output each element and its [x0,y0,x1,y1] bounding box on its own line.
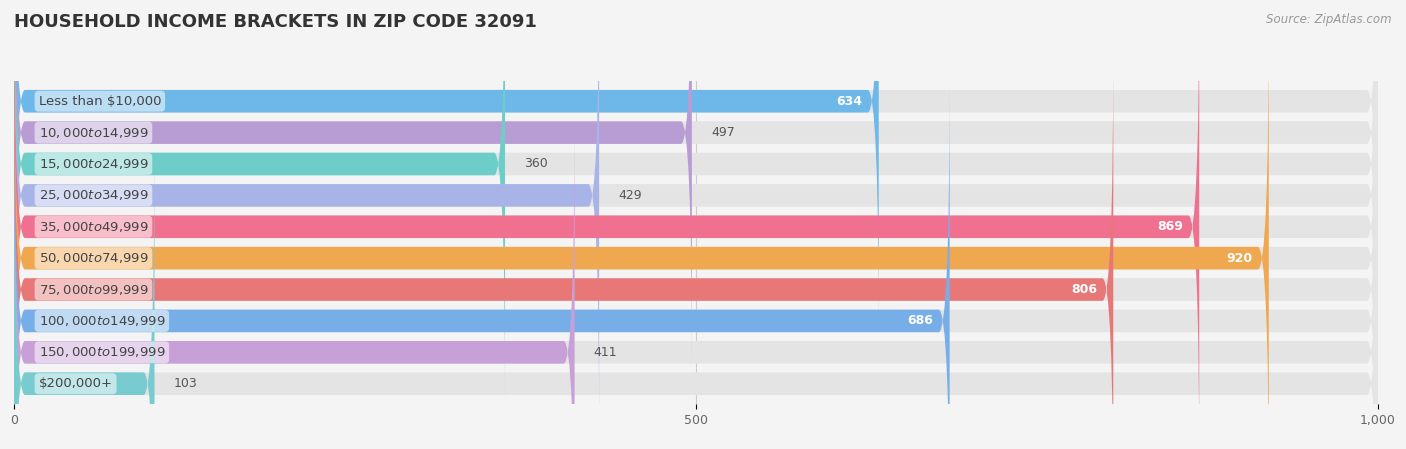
Text: HOUSEHOLD INCOME BRACKETS IN ZIP CODE 32091: HOUSEHOLD INCOME BRACKETS IN ZIP CODE 32… [14,13,537,31]
Text: Source: ZipAtlas.com: Source: ZipAtlas.com [1267,13,1392,26]
FancyBboxPatch shape [14,81,949,449]
Text: $75,000 to $99,999: $75,000 to $99,999 [38,282,148,296]
FancyBboxPatch shape [14,81,1378,449]
Text: $25,000 to $34,999: $25,000 to $34,999 [38,189,148,202]
Text: 411: 411 [593,346,617,359]
FancyBboxPatch shape [14,0,692,372]
FancyBboxPatch shape [14,18,1378,449]
FancyBboxPatch shape [14,0,1378,449]
Text: 920: 920 [1226,251,1253,264]
FancyBboxPatch shape [14,144,1378,449]
Text: $15,000 to $24,999: $15,000 to $24,999 [38,157,148,171]
Text: 869: 869 [1157,220,1182,233]
Text: 497: 497 [711,126,735,139]
FancyBboxPatch shape [14,0,599,435]
Text: 360: 360 [524,158,548,171]
Text: 103: 103 [173,377,197,390]
Text: $150,000 to $199,999: $150,000 to $199,999 [38,345,165,359]
FancyBboxPatch shape [14,0,505,404]
Text: $50,000 to $74,999: $50,000 to $74,999 [38,251,148,265]
FancyBboxPatch shape [14,113,1378,449]
Text: 634: 634 [837,95,862,108]
Text: Less than $10,000: Less than $10,000 [38,95,162,108]
FancyBboxPatch shape [14,113,575,449]
FancyBboxPatch shape [14,0,1378,372]
Text: $35,000 to $49,999: $35,000 to $49,999 [38,220,148,234]
Text: 686: 686 [907,314,934,327]
Text: $200,000+: $200,000+ [38,377,112,390]
FancyBboxPatch shape [14,18,1268,449]
FancyBboxPatch shape [14,0,879,341]
Text: $100,000 to $149,999: $100,000 to $149,999 [38,314,165,328]
FancyBboxPatch shape [14,0,1378,341]
FancyBboxPatch shape [14,0,1378,404]
Text: 806: 806 [1071,283,1097,296]
Text: 429: 429 [619,189,643,202]
FancyBboxPatch shape [14,50,1114,449]
FancyBboxPatch shape [14,50,1378,449]
FancyBboxPatch shape [14,0,1199,449]
FancyBboxPatch shape [14,0,1378,435]
FancyBboxPatch shape [14,144,155,449]
Text: $10,000 to $14,999: $10,000 to $14,999 [38,126,148,140]
